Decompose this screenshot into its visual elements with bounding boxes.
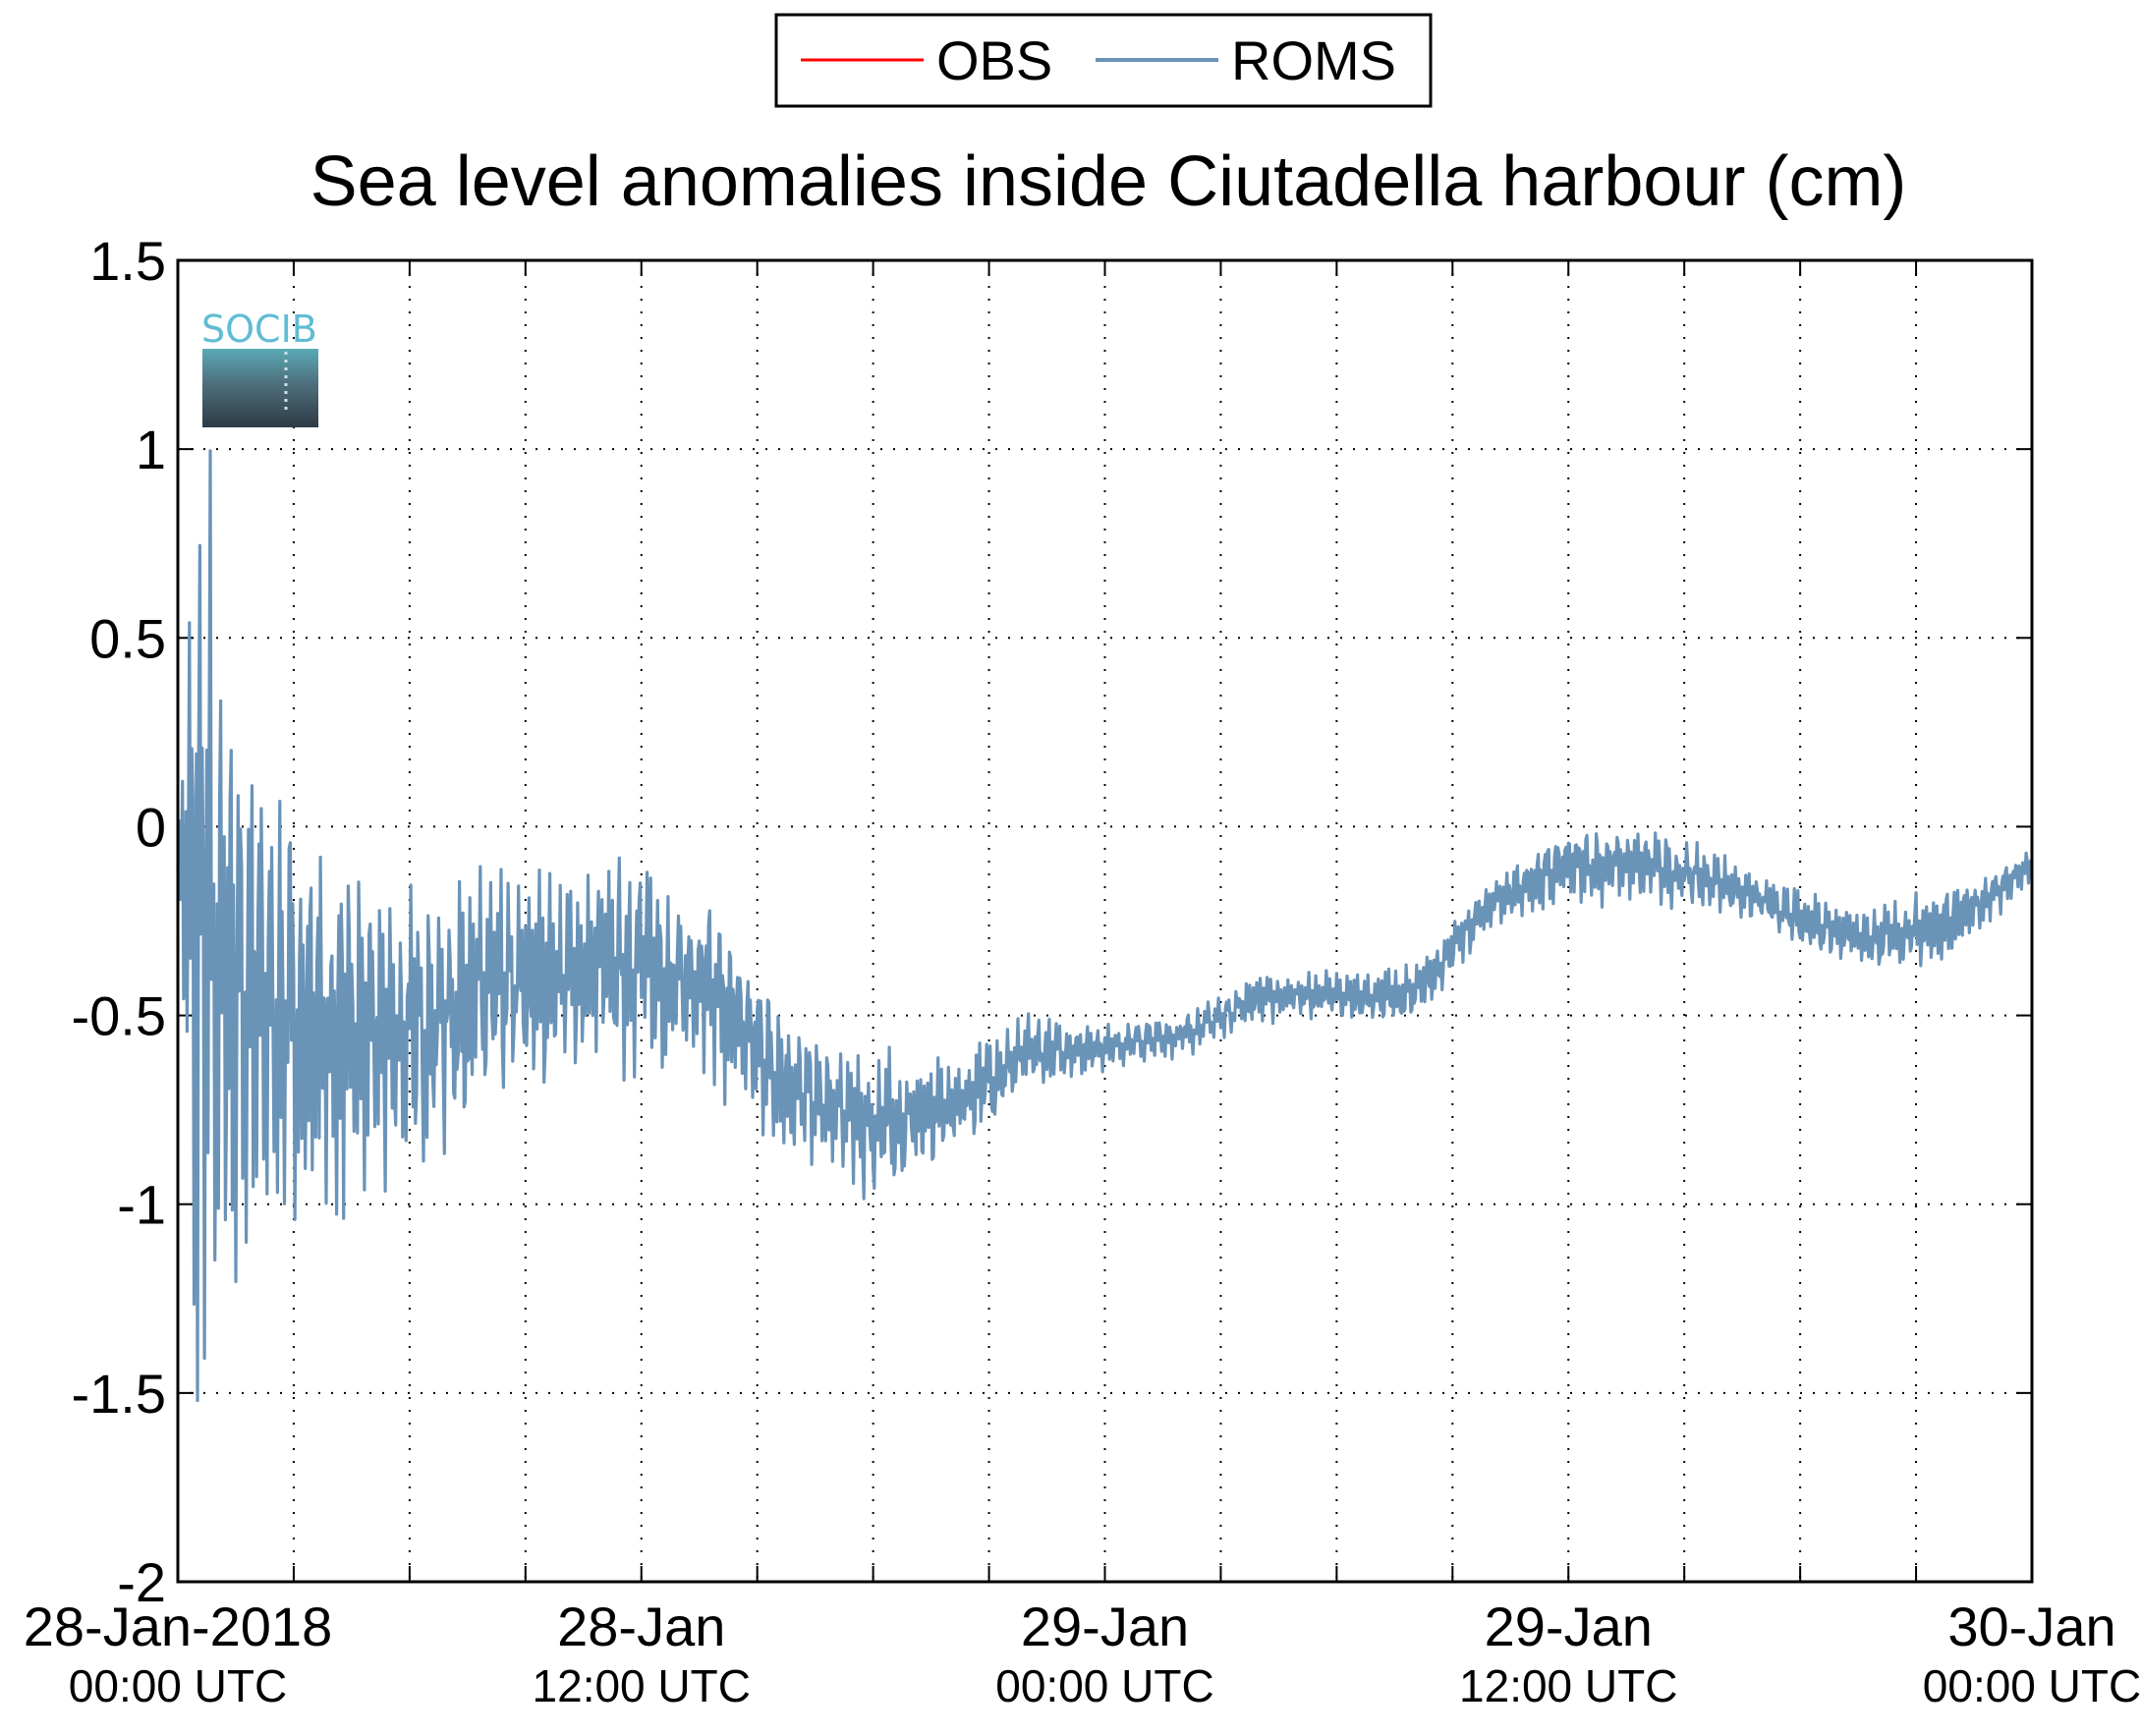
- plot-area: [178, 260, 2032, 1582]
- x-tick-label-time: 12:00 UTC: [1459, 1660, 1677, 1711]
- x-tick-label-time: 12:00 UTC: [533, 1660, 751, 1711]
- y-tick-label: -0.5: [72, 985, 167, 1047]
- x-tick-label-date: 30-Jan: [1947, 1596, 2115, 1657]
- chart-title: Sea level anomalies inside Ciutadella ha…: [310, 142, 1907, 221]
- x-tick-label-time: 00:00 UTC: [69, 1660, 287, 1711]
- y-tick-label: -1.5: [72, 1363, 167, 1425]
- x-tick-label-date: 29-Jan: [1485, 1596, 1653, 1657]
- y-tick-labels: 1.5 1 0.5 0 -0.5 -1 -1.5 -2: [72, 230, 167, 1613]
- legend-roms-label: ROMS: [1231, 29, 1396, 91]
- socib-logo: SOCIB: [201, 308, 318, 427]
- y-tick-label: 1.5: [89, 230, 166, 292]
- y-tick-label: 0.5: [89, 607, 166, 669]
- y-tick-label: -2: [117, 1551, 166, 1613]
- x-tick-label-time: 00:00 UTC: [995, 1660, 1213, 1711]
- x-tick-label-date: 28-Jan: [557, 1596, 725, 1657]
- y-tick-label: -1: [117, 1174, 166, 1236]
- legend-obs-label: OBS: [936, 29, 1052, 91]
- x-tick-label-time: 00:00 UTC: [1923, 1660, 2141, 1711]
- plot-frame: [176, 258, 2034, 1584]
- logo-gradient-block: [202, 349, 318, 427]
- logo-text: SOCIB: [201, 308, 317, 351]
- roms-series-line: [176, 449, 2034, 1403]
- legend: OBS ROMS: [774, 13, 1433, 108]
- x-tick-label-date: 29-Jan: [1021, 1596, 1189, 1657]
- y-tick-label: 1: [136, 419, 166, 480]
- x-tick-label-date: 28-Jan-2018: [24, 1596, 332, 1657]
- y-tick-label: 0: [136, 796, 166, 858]
